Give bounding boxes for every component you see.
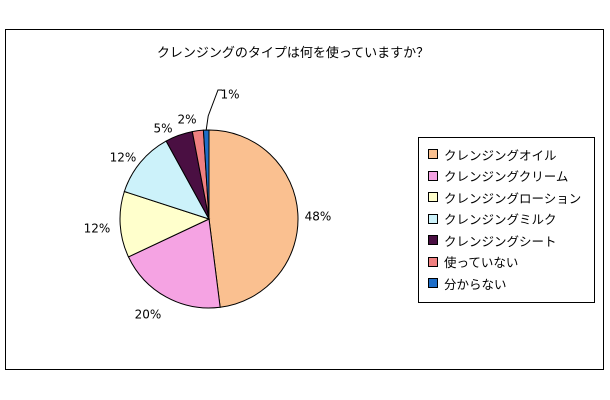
- legend-label: クレンジングクリーム: [444, 169, 569, 184]
- legend-label: クレンジングオイル: [444, 147, 557, 163]
- pie-slices: [119, 129, 299, 309]
- pie-data-labels: 48% 20% 12% 12% 5% 2% 1%: [84, 88, 332, 322]
- chart-title: クレンジングのタイプは何を使っていますか？: [157, 45, 429, 61]
- legend-label: クレンジングローション: [444, 190, 582, 206]
- legend-item: クレンジングオイル: [428, 145, 557, 163]
- data-label: 5%: [153, 122, 172, 136]
- legend: クレンジングオイル クレンジングクリーム クレンジングローション クレンジングミルクク…: [418, 137, 595, 303]
- legend-label: クレンジングシート: [444, 233, 557, 249]
- legend-item: クレンジングクリーム: [428, 167, 568, 185]
- data-label: 1%: [220, 88, 239, 102]
- pie-slice: [119, 190, 211, 258]
- data-label: 2%: [177, 113, 196, 127]
- pie-slice: [202, 129, 210, 220]
- data-label: 12%: [110, 151, 137, 165]
- legend-label: 使っていない: [444, 255, 519, 270]
- legend-swatch: [428, 256, 438, 267]
- pie-slice: [208, 129, 299, 308]
- legend-swatch: [428, 170, 438, 181]
- legend-item: クレンジングミルク: [428, 210, 557, 228]
- legend-swatch: [428, 213, 438, 224]
- legend-swatch: [428, 235, 438, 245]
- legend-item: クレンジングローション: [428, 188, 581, 206]
- data-label: 48%: [305, 210, 332, 224]
- legend-item: クレンジングシート: [428, 231, 557, 249]
- legend-item: 分からない: [428, 274, 507, 292]
- pie-slice: [123, 140, 211, 220]
- data-label: 12%: [84, 222, 111, 236]
- pie-slice: [127, 218, 221, 309]
- leader-line: [205, 89, 222, 131]
- legend-swatch: [428, 149, 438, 159]
- legend-label: 分からない: [444, 276, 507, 292]
- legend-label: クレンジングミルク: [444, 212, 557, 227]
- data-label: 20%: [135, 308, 162, 322]
- legend-swatch: [428, 192, 438, 202]
- legend-swatch: [428, 278, 438, 288]
- legend-item: 使っていない: [428, 253, 518, 271]
